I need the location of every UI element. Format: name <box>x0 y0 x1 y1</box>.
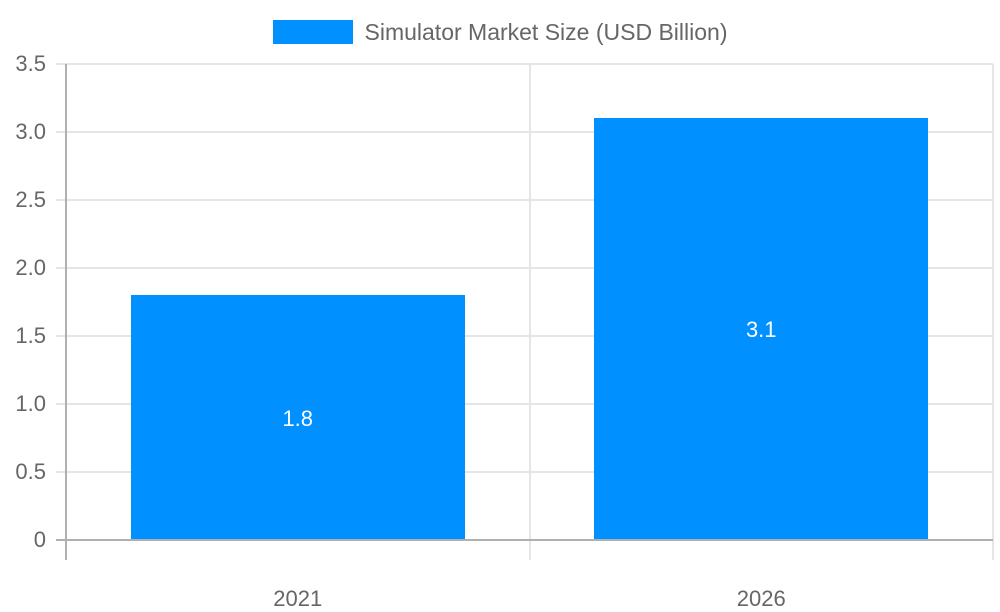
gridline <box>56 199 993 201</box>
bar-2026[interactable]: 3.1 <box>594 118 929 540</box>
plot-area: 0 0.5 1.0 1.5 2.0 2.5 3.0 3.5 1.8 2021 3.1 2026 <box>15 53 994 611</box>
y-tick-label: 0.5 <box>15 459 46 484</box>
gridline <box>56 267 993 269</box>
gridline <box>56 403 993 405</box>
bar-value-label: 3.1 <box>745 317 777 343</box>
gridline <box>56 63 993 65</box>
y-tick-label: 3.5 <box>15 51 46 76</box>
legend-label: Simulator Market Size (USD Billion) <box>364 18 728 45</box>
chart-legend[interactable]: Simulator Market Size (USD Billion) <box>0 18 1000 46</box>
gridline <box>56 335 993 337</box>
vertical-gridline <box>528 64 531 560</box>
y-tick-label: 0 <box>33 527 46 552</box>
y-tick-label: 1.0 <box>15 391 46 416</box>
legend-swatch <box>272 20 353 44</box>
vertical-gridline <box>992 64 994 560</box>
x-tick-label: 2026 <box>736 586 786 611</box>
bar-2021[interactable]: 1.8 <box>130 295 465 540</box>
y-tick-label: 2.5 <box>15 187 46 212</box>
y-tick-label: 3.0 <box>15 119 46 144</box>
y-tick-label: 2.0 <box>15 255 46 280</box>
x-axis <box>56 539 993 541</box>
gridline <box>56 471 993 473</box>
gridline <box>56 131 993 133</box>
x-tick-label: 2021 <box>273 586 323 611</box>
y-axis <box>65 64 67 560</box>
y-tick-label: 1.5 <box>15 323 46 348</box>
bar-value-label: 1.8 <box>282 405 314 431</box>
